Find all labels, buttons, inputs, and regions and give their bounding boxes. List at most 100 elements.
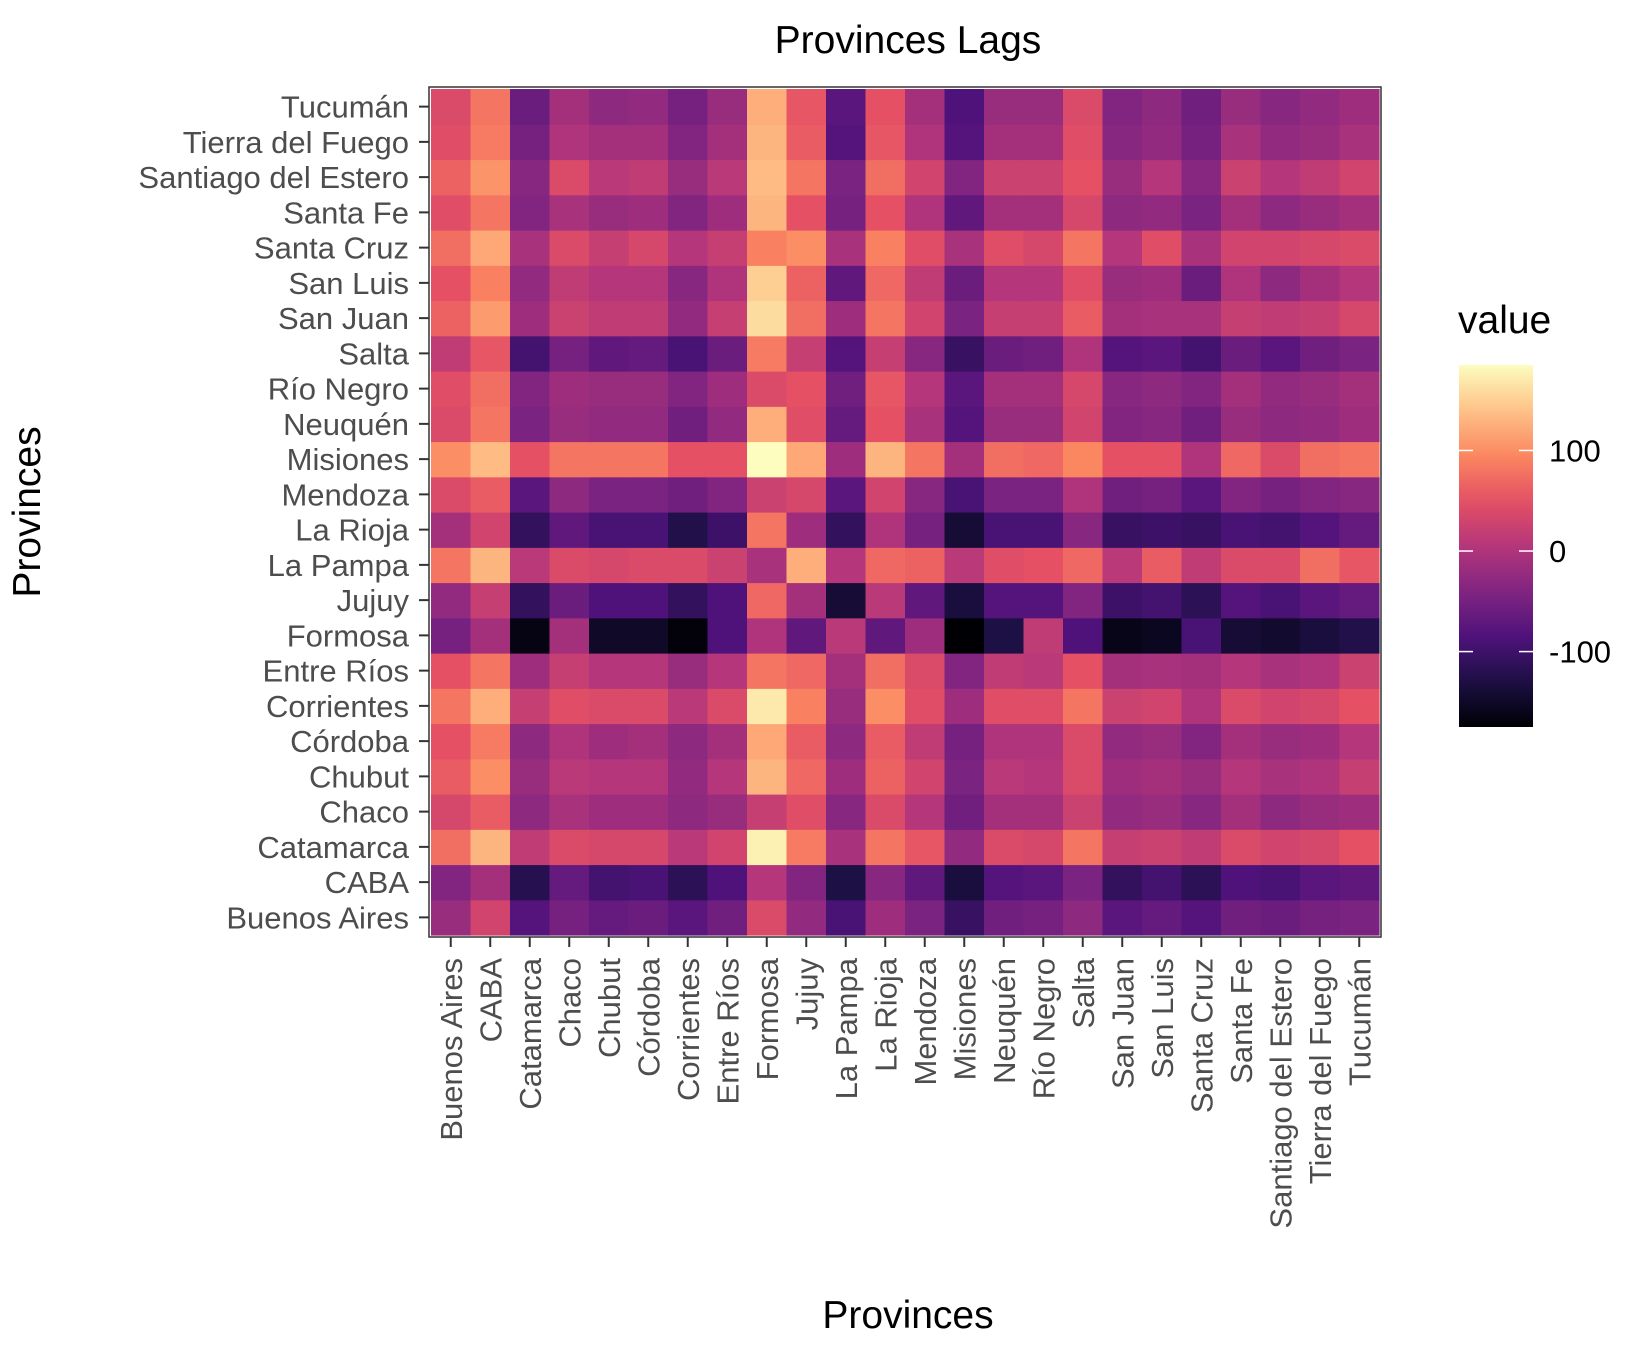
heatmap-cell xyxy=(549,864,590,901)
heatmap-cell xyxy=(470,194,511,231)
heatmap-cell xyxy=(1339,230,1380,266)
y-tick-label: Santiago del Estero xyxy=(138,160,409,195)
x-tick-label: Entre Ríos xyxy=(710,958,745,1104)
heatmap-cell xyxy=(668,476,709,513)
heatmap-cell xyxy=(826,230,867,266)
heatmap-cell xyxy=(668,371,709,407)
heatmap-cell xyxy=(786,617,827,654)
heatmap-cell xyxy=(984,653,1025,689)
heatmap-cell xyxy=(944,159,985,196)
heatmap-cell xyxy=(628,441,669,478)
heatmap-cell xyxy=(944,265,985,302)
heatmap-cell xyxy=(1142,194,1183,231)
y-axis: Buenos AiresCABACatamarcaChacoChubutCórd… xyxy=(138,90,429,935)
heatmap-cell xyxy=(1181,159,1222,196)
heatmap-cell xyxy=(905,159,946,196)
heatmap-cell xyxy=(984,476,1025,513)
heatmap-cell xyxy=(1181,89,1222,125)
heatmap-cell xyxy=(1142,124,1183,161)
heatmap-cell xyxy=(470,512,511,548)
heatmap-cell xyxy=(944,829,985,866)
heatmap-cell xyxy=(628,688,669,725)
heatmap-cell xyxy=(1142,230,1183,266)
heatmap-cell xyxy=(905,89,946,125)
heatmap-cell xyxy=(1023,476,1064,513)
heatmap-cell xyxy=(470,829,511,866)
heatmap-cell xyxy=(786,159,827,196)
heatmap-cell xyxy=(1142,582,1183,619)
heatmap-cell xyxy=(1102,723,1143,760)
heatmap-cell xyxy=(510,300,551,337)
heatmap-cell xyxy=(1221,124,1262,161)
heatmap-cell xyxy=(470,371,511,407)
heatmap-cell xyxy=(470,723,511,760)
heatmap-cell xyxy=(589,512,630,548)
heatmap-cell xyxy=(1142,547,1183,584)
heatmap-cell xyxy=(510,758,551,795)
heatmap-cell xyxy=(510,406,551,443)
heatmap-cell xyxy=(747,653,788,689)
heatmap-cell xyxy=(431,688,472,725)
heatmap-cell xyxy=(707,899,748,936)
heatmap-cell xyxy=(668,758,709,795)
heatmap-cell xyxy=(1102,230,1143,266)
heatmap-cell xyxy=(589,124,630,161)
heatmap-cell xyxy=(1142,653,1183,689)
heatmap-cell xyxy=(984,89,1025,125)
heatmap-cell xyxy=(747,300,788,337)
heatmap-cell xyxy=(1260,829,1301,866)
heatmap-cell xyxy=(589,371,630,407)
heatmap-cell xyxy=(1260,476,1301,513)
heatmap-cell xyxy=(1023,89,1064,125)
x-tick-label: San Luis xyxy=(1145,958,1180,1079)
heatmap-cell xyxy=(1300,582,1341,619)
heatmap-cell xyxy=(984,406,1025,443)
heatmap-cell xyxy=(1181,653,1222,689)
x-tick-label: Catamarca xyxy=(513,957,548,1109)
heatmap-cell xyxy=(905,864,946,901)
heatmap-cell xyxy=(1300,899,1341,936)
heatmap-cell xyxy=(1023,406,1064,443)
heatmap-cell xyxy=(944,512,985,548)
heatmap-cell xyxy=(1142,688,1183,725)
heatmap-cell xyxy=(747,371,788,407)
heatmap-cell xyxy=(747,547,788,584)
heatmap-cell xyxy=(1339,512,1380,548)
heatmap-cell xyxy=(668,406,709,443)
heatmap-cell xyxy=(549,371,590,407)
heatmap-cell xyxy=(549,265,590,302)
heatmap-cell xyxy=(1300,335,1341,372)
heatmap-cell xyxy=(431,864,472,901)
heatmap-cell xyxy=(431,124,472,161)
heatmap-cell xyxy=(865,230,906,266)
heatmap-cell xyxy=(786,758,827,795)
heatmap-cell xyxy=(1260,582,1301,619)
heatmap-cell xyxy=(1023,794,1064,830)
heatmap-cell xyxy=(1181,406,1222,443)
heatmap-cell xyxy=(589,758,630,795)
heatmap-cell xyxy=(431,300,472,337)
heatmap-cell xyxy=(510,159,551,196)
heatmap-cell xyxy=(549,794,590,830)
heatmap-cell xyxy=(905,547,946,584)
heatmap-cell xyxy=(786,547,827,584)
heatmap-cell xyxy=(470,89,511,125)
heatmap-cell xyxy=(1102,406,1143,443)
heatmap-cell xyxy=(1102,547,1143,584)
heatmap-cell xyxy=(510,688,551,725)
y-tick-label: CABA xyxy=(325,865,410,900)
heatmap-cell xyxy=(1181,512,1222,548)
heatmap-cell xyxy=(589,265,630,302)
heatmap-cell xyxy=(865,582,906,619)
heatmap-cell xyxy=(510,230,551,266)
heatmap-cell xyxy=(984,864,1025,901)
heatmap-cell xyxy=(1023,582,1064,619)
heatmap-cell xyxy=(668,864,709,901)
heatmap-cell xyxy=(944,406,985,443)
heatmap-cell xyxy=(1181,441,1222,478)
heatmap-cell xyxy=(1260,124,1301,161)
heatmap-cell xyxy=(1023,371,1064,407)
y-tick-label: Santa Cruz xyxy=(254,231,409,266)
y-tick-label: Neuquén xyxy=(283,407,409,442)
heatmap-cell xyxy=(589,441,630,478)
